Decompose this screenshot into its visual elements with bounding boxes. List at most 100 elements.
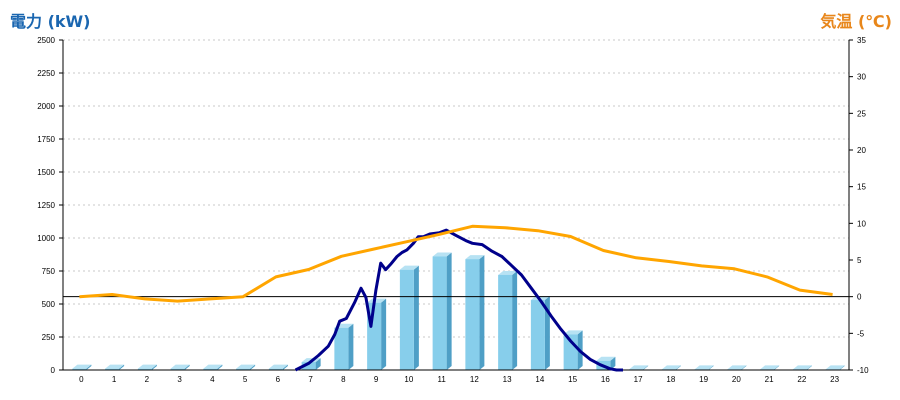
bar bbox=[432, 252, 452, 370]
bar-side bbox=[643, 365, 649, 370]
bar bbox=[465, 255, 485, 370]
right-tick-label: 15 bbox=[857, 183, 866, 192]
bar-side bbox=[151, 364, 157, 370]
bar-face bbox=[105, 368, 120, 370]
left-tick-label: 500 bbox=[42, 300, 56, 309]
x-tick-label: 23 bbox=[830, 375, 839, 384]
bar-face bbox=[236, 368, 251, 370]
bar-face bbox=[72, 368, 87, 370]
bar bbox=[530, 296, 550, 370]
bar bbox=[367, 298, 387, 370]
bar-top bbox=[203, 364, 223, 369]
bar-side bbox=[217, 364, 223, 370]
bar-top bbox=[105, 364, 125, 369]
x-tick-label: 22 bbox=[797, 375, 806, 384]
bar bbox=[72, 364, 92, 370]
x-tick-label: 12 bbox=[470, 375, 479, 384]
bar-side bbox=[806, 365, 812, 370]
bar-top bbox=[661, 365, 681, 370]
x-tick-label: 19 bbox=[699, 375, 708, 384]
right-tick-label: 0 bbox=[857, 293, 862, 302]
right-tick-label: 35 bbox=[857, 36, 866, 45]
bar-side bbox=[512, 270, 518, 370]
left-tick-label: 1250 bbox=[37, 201, 55, 210]
bar-face bbox=[203, 368, 218, 370]
bar-face bbox=[399, 269, 414, 370]
x-tick-label: 10 bbox=[404, 375, 413, 384]
bar-side bbox=[675, 365, 681, 370]
bar-side bbox=[348, 323, 354, 370]
x-tick-label: 0 bbox=[79, 375, 84, 384]
bar-side bbox=[413, 265, 419, 370]
bar-side bbox=[446, 252, 452, 370]
x-tick-label: 18 bbox=[666, 375, 675, 384]
left-tick-label: 2000 bbox=[37, 102, 55, 111]
bar-face bbox=[530, 300, 545, 370]
right-tick-label: 25 bbox=[857, 109, 866, 118]
bar-top bbox=[825, 365, 845, 370]
left-tick-label: 750 bbox=[42, 267, 56, 276]
right-tick-label: 5 bbox=[857, 256, 862, 265]
x-tick-label: 4 bbox=[210, 375, 215, 384]
x-tick-label: 13 bbox=[503, 375, 512, 384]
bar-top bbox=[694, 365, 714, 370]
bar-side bbox=[282, 364, 288, 370]
x-tick-label: 7 bbox=[308, 375, 313, 384]
bar-top bbox=[268, 364, 288, 369]
left-tick-label: 1500 bbox=[37, 168, 55, 177]
bar-top bbox=[563, 330, 583, 335]
bar-side bbox=[479, 255, 485, 370]
bar-side bbox=[119, 364, 125, 370]
left-axis-title: 電力 (kW) bbox=[10, 12, 91, 31]
power-line bbox=[294, 228, 623, 372]
bar bbox=[825, 365, 845, 370]
bar-side bbox=[315, 358, 321, 370]
x-tick-label: 5 bbox=[243, 375, 248, 384]
bar-top bbox=[498, 270, 518, 275]
x-tick-label: 11 bbox=[437, 375, 446, 384]
bar bbox=[760, 365, 780, 370]
bar-face bbox=[301, 362, 316, 370]
left-tick-label: 0 bbox=[51, 366, 56, 375]
x-tick-label: 2 bbox=[145, 375, 150, 384]
bar bbox=[203, 364, 223, 370]
x-tick-label: 16 bbox=[601, 375, 610, 384]
bar-side bbox=[610, 356, 616, 370]
bar-face bbox=[137, 368, 152, 370]
bar bbox=[399, 265, 419, 370]
bar-top bbox=[727, 365, 747, 370]
right-tick-label: 20 bbox=[857, 146, 866, 155]
bar-face bbox=[268, 368, 283, 370]
bar-side bbox=[184, 364, 190, 370]
x-tick-label: 8 bbox=[341, 375, 346, 384]
bar-side bbox=[708, 365, 714, 370]
x-tick-label: 6 bbox=[276, 375, 281, 384]
x-tick-label: 17 bbox=[634, 375, 643, 384]
bar-top bbox=[792, 365, 812, 370]
temperature-line bbox=[79, 224, 833, 303]
left-tick-label: 1000 bbox=[37, 234, 55, 243]
bar bbox=[105, 364, 125, 370]
bar-side bbox=[774, 365, 780, 370]
left-tick-label: 1750 bbox=[37, 135, 55, 144]
bar-top bbox=[629, 365, 649, 370]
right-tick-label: -5 bbox=[857, 329, 865, 338]
bar-top bbox=[72, 364, 92, 369]
right-tick-label: 10 bbox=[857, 219, 866, 228]
bar bbox=[268, 364, 288, 370]
x-tick-label: 21 bbox=[765, 375, 774, 384]
bar-face bbox=[170, 368, 185, 370]
bar-side bbox=[86, 364, 92, 370]
bar-side bbox=[381, 298, 387, 370]
right-axis-title: 気温 (℃) bbox=[820, 12, 892, 31]
bar-top bbox=[465, 255, 485, 260]
bar bbox=[498, 270, 518, 370]
bar-top bbox=[760, 365, 780, 370]
bar-side bbox=[250, 364, 256, 370]
left-tick-label: 2500 bbox=[37, 36, 55, 45]
left-tick-label: 250 bbox=[42, 333, 56, 342]
bar-top bbox=[170, 364, 190, 369]
bar bbox=[236, 364, 256, 370]
